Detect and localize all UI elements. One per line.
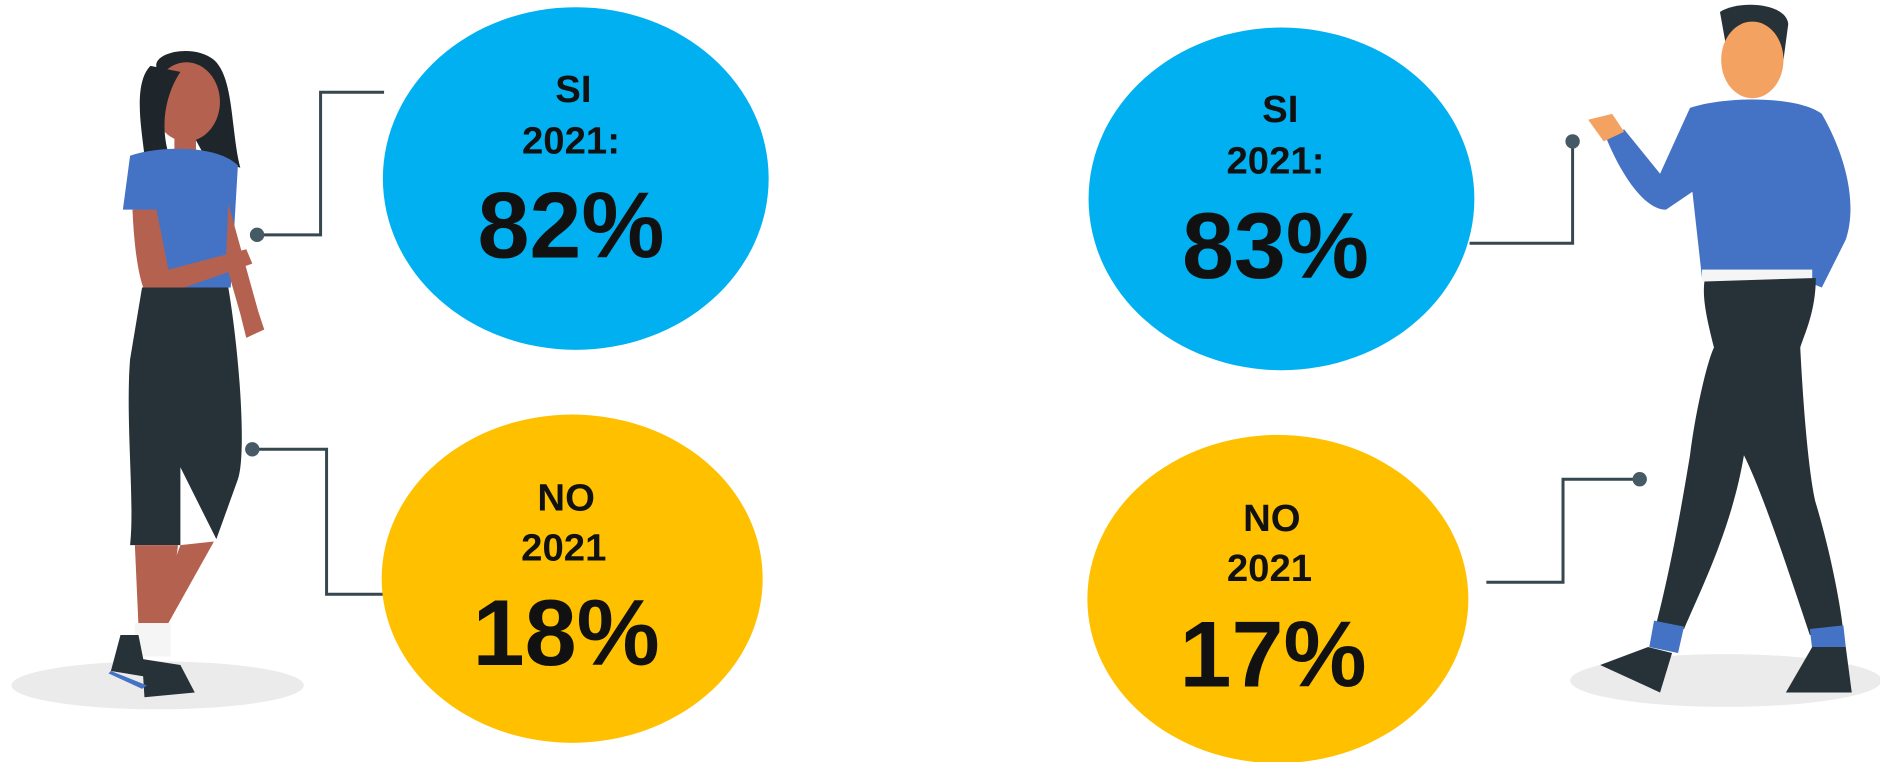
- year-label: 2021:: [1226, 140, 1324, 183]
- answer-label: NO: [537, 476, 595, 519]
- percentage: 18%: [473, 580, 660, 685]
- woman-illustration: [11, 51, 303, 709]
- answer-label: SI: [555, 68, 591, 111]
- answer-label: NO: [1243, 497, 1301, 540]
- percentage: 17%: [1180, 602, 1367, 707]
- percentage: 82%: [477, 173, 664, 278]
- infographic: SI 2021: 82% NO 2021 18% SI 2021: 83% NO…: [0, 0, 1880, 762]
- year-label: 2021:: [522, 119, 620, 162]
- year-label: 2021: [1227, 547, 1312, 590]
- answer-label: SI: [1262, 88, 1298, 131]
- bubble: [1087, 435, 1468, 762]
- bubble: [382, 415, 763, 743]
- percentage: 83%: [1182, 193, 1369, 298]
- year-label: 2021: [521, 527, 606, 570]
- man-illustration: [1570, 5, 1880, 707]
